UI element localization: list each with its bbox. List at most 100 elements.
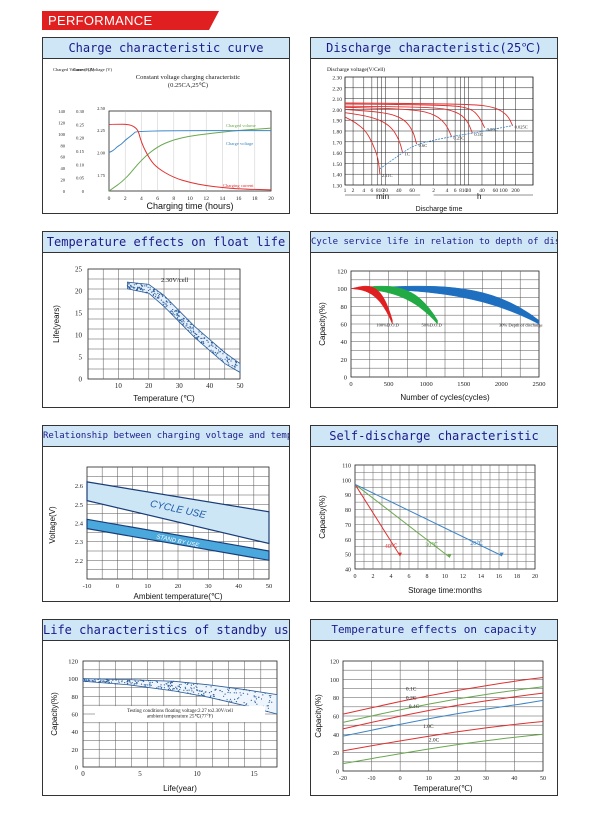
y-tick-label: 2.20 xyxy=(332,86,342,92)
x-tick-label: 6 xyxy=(454,188,457,194)
speckle-dot xyxy=(158,293,161,295)
speckle-dot xyxy=(242,692,244,694)
speckle-dot xyxy=(226,360,228,363)
speckle-dot xyxy=(142,680,144,682)
speckle-dot xyxy=(139,679,141,681)
self-discharge-chart: 0 2 4 6 8 10 12 14 16 18 20 40 50 60 70 80 90 100 110 Capac… xyxy=(318,464,538,596)
speckle-dot xyxy=(162,294,164,296)
speckle-dot xyxy=(227,688,229,690)
x-tick-label: 8 xyxy=(376,188,379,194)
speckle-dot xyxy=(215,688,217,690)
speckle-dot xyxy=(129,681,131,683)
speckle-dot xyxy=(124,682,126,684)
y-axis-label: Capacity(%) xyxy=(318,495,327,539)
speckle-dot xyxy=(254,701,256,704)
series-label: 2.11C xyxy=(382,173,393,178)
speckle-dot xyxy=(140,679,142,681)
speckle-dot xyxy=(191,327,193,329)
y-tick-label: 20 xyxy=(72,747,79,754)
speckle-dot xyxy=(186,318,188,320)
speckle-dot xyxy=(108,682,110,684)
speckle-dot xyxy=(235,361,237,363)
speckle-dot xyxy=(180,683,182,686)
y-axis-label: Discharge voltage(V/Cell) xyxy=(327,66,385,73)
speckle-dot xyxy=(206,339,208,341)
y-tick-label: 60 xyxy=(341,322,348,329)
float-life-chart: 10 20 30 40 50 0 5 10 15 20 25 Life(years) Temperatu… xyxy=(52,266,245,404)
y-axis-label: Voltage(V) xyxy=(48,506,57,544)
speckle-dot xyxy=(177,319,179,321)
x-tick-label: 50 xyxy=(237,382,245,390)
speckle-dot xyxy=(176,687,178,689)
speckle-dot xyxy=(190,687,192,689)
speckle-dot xyxy=(126,681,128,683)
speckle-dot xyxy=(114,683,116,685)
series-line xyxy=(354,483,450,558)
y-tick-label: 25 xyxy=(75,266,83,274)
speckle-dot xyxy=(267,707,269,709)
y-tick-label: 1.60 xyxy=(332,151,342,157)
speckle-dot xyxy=(209,344,211,346)
speckle-dot xyxy=(157,296,159,298)
note-text: ambient temperature 25℃(77°F) xyxy=(147,714,214,720)
speckle-dot xyxy=(221,359,223,361)
speckle-dot xyxy=(264,692,266,694)
speckle-dot xyxy=(179,319,181,321)
speckle-dot xyxy=(169,311,171,313)
speckle-dot xyxy=(220,357,222,359)
speckle-dot xyxy=(202,341,204,343)
speckle-dot xyxy=(190,327,192,329)
y-tick-label: 0 xyxy=(82,189,85,194)
x-tick-label: 2 xyxy=(432,188,435,194)
chart-subtitle: (0.25CA,25℃) xyxy=(168,82,208,89)
speckle-dot xyxy=(144,685,146,687)
series-label: 20℃ xyxy=(470,541,483,547)
x-tick-label: 14 xyxy=(220,196,226,202)
speckle-dot xyxy=(175,310,177,312)
speckle-dot xyxy=(177,317,179,319)
y-tick-label: 80 xyxy=(61,143,66,148)
voltage-band xyxy=(86,518,270,562)
speckle-dot xyxy=(227,358,229,361)
speckle-dot xyxy=(139,288,141,290)
speckle-dot xyxy=(201,337,203,339)
speckle-dot xyxy=(189,331,191,333)
speckle-dot xyxy=(151,291,153,293)
y-tick-label: 80 xyxy=(345,508,351,514)
speckle-dot xyxy=(143,684,145,686)
x-tick-label: 10 xyxy=(426,776,432,782)
speckle-dot xyxy=(154,288,156,290)
y-tick-label: 2.00 xyxy=(332,108,342,114)
speckle-dot xyxy=(126,285,129,287)
speckle-dot xyxy=(94,679,96,681)
y-tick-label: 20 xyxy=(61,178,66,183)
charge-chart: Constant voltage charging characteristic… xyxy=(53,67,274,211)
speckle-dot xyxy=(165,300,167,302)
speckle-dot xyxy=(83,678,85,680)
y-tick-label: 0 xyxy=(75,765,78,772)
speckle-dot xyxy=(152,288,154,290)
speckle-dot xyxy=(200,690,202,692)
speckle-dot xyxy=(254,700,256,702)
speckle-dot xyxy=(149,288,151,291)
speckle-dot xyxy=(214,688,216,691)
speckle-dot xyxy=(164,297,167,299)
speckle-dot xyxy=(84,678,86,680)
speckle-dot xyxy=(89,680,91,682)
speckle-dot xyxy=(208,345,210,347)
speckle-dot xyxy=(150,684,152,686)
speckle-dot xyxy=(134,679,136,681)
speckle-dot xyxy=(215,345,217,347)
series-label: 50%D.O.D xyxy=(421,323,442,328)
speckle-dot xyxy=(198,336,200,338)
speckle-dot xyxy=(116,683,118,685)
y-tick-label: 50 xyxy=(345,553,351,559)
speckle-dot xyxy=(211,343,213,345)
speckle-dot xyxy=(156,687,158,689)
y-tick-label: 0.20 xyxy=(76,136,85,141)
speckle-dot xyxy=(128,283,130,285)
speckle-dot xyxy=(231,365,233,367)
speckle-dot xyxy=(130,286,133,288)
speckle-dot xyxy=(256,703,258,705)
speckle-dot xyxy=(129,679,131,681)
